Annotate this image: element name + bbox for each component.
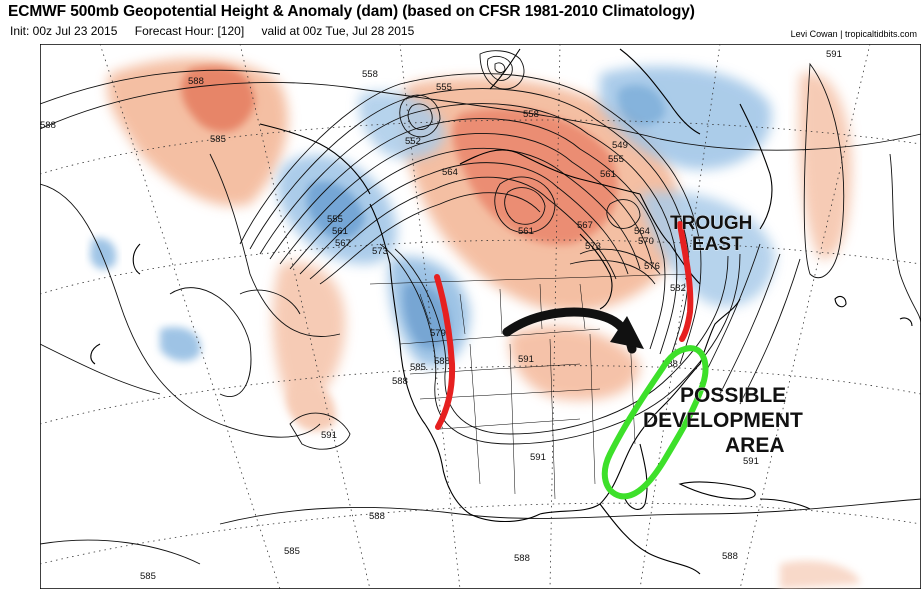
map-title: ECMWF 500mb Geopotential Height & Anomal… xyxy=(8,3,695,20)
contour-label: 561 xyxy=(518,226,534,237)
trough-label-line2: EAST xyxy=(692,234,743,255)
contour-label: 588 xyxy=(434,356,450,367)
contour-label: 588 xyxy=(514,553,530,564)
contour-label: 591 xyxy=(743,456,759,467)
valid-time: valid at 00z Tue, Jul 28 2015 xyxy=(261,24,415,38)
map-subtitle: Init: 00z Jul 23 2015 Forecast Hour: [12… xyxy=(10,24,428,38)
contour-label-group: 588 585 588 558 555 552 558 549 555 561 … xyxy=(40,49,842,582)
contour-label: 552 xyxy=(405,136,421,147)
contour-label: 567 xyxy=(577,220,593,231)
green-development-outline xyxy=(601,345,709,500)
contour-label: 588 xyxy=(662,359,678,370)
contour-label: 549 xyxy=(612,140,628,151)
contour-label: 588 xyxy=(369,511,385,522)
contour-label: 555 xyxy=(436,82,452,93)
contour-label: 564 xyxy=(442,167,458,178)
black-arrow-head xyxy=(610,316,644,349)
contour-label: 576 xyxy=(644,261,660,272)
contour-label: 567 xyxy=(335,238,351,249)
contour-label: 588 xyxy=(392,376,408,387)
contour-label: 558 xyxy=(362,69,378,80)
contour-label: 591 xyxy=(518,354,534,365)
contour-label: 561 xyxy=(600,169,616,180)
lat-lon-grid xyxy=(40,44,921,589)
contour-label: 591 xyxy=(530,452,546,463)
contour-label: 585 xyxy=(410,362,426,373)
contour-label: 573 xyxy=(585,241,601,252)
contour-label: 564 xyxy=(634,226,650,237)
contour-label: 585 xyxy=(284,546,300,557)
coastlines xyxy=(90,48,913,575)
annotation-group: TROUGH EAST POSSIBLE DEVELOPMENT AREA xyxy=(643,213,804,458)
contour-label: 585 xyxy=(140,571,156,582)
contour-label: 588 xyxy=(188,76,204,87)
author-credit: Levi Cowan | tropicaltidbits.com xyxy=(790,29,917,39)
contour-label: 582 xyxy=(670,283,686,294)
red-trough-line-east xyxy=(677,221,694,342)
contour-label: 570 xyxy=(638,236,654,247)
development-label-line1: POSSIBLE xyxy=(680,384,786,407)
contour-label: 585 xyxy=(210,134,226,145)
contour-label: 561 xyxy=(332,226,348,237)
contour-label: 555 xyxy=(608,154,624,165)
contour-label: 579 xyxy=(430,328,446,339)
contour-label: 555 xyxy=(327,214,343,225)
contour-label: 558 xyxy=(523,109,539,120)
init-time: Init: 00z Jul 23 2015 xyxy=(10,24,118,38)
contour-label: 573 xyxy=(372,246,388,257)
contour-label: 588 xyxy=(722,551,738,562)
trough-label-line1: TROUGH xyxy=(670,213,752,234)
state-borders xyxy=(369,273,691,500)
contour-label: 588 xyxy=(40,120,56,131)
forecast-hour: Forecast Hour: [120] xyxy=(134,24,245,38)
development-label-line2: DEVELOPMENT xyxy=(643,409,803,432)
development-label-line3: AREA xyxy=(725,434,785,457)
weather-map: 588 585 588 558 555 552 558 549 555 561 … xyxy=(40,44,921,589)
contour-label: 591 xyxy=(826,49,842,60)
red-trough-line-west xyxy=(434,274,456,430)
contour-label: 591 xyxy=(321,430,337,441)
